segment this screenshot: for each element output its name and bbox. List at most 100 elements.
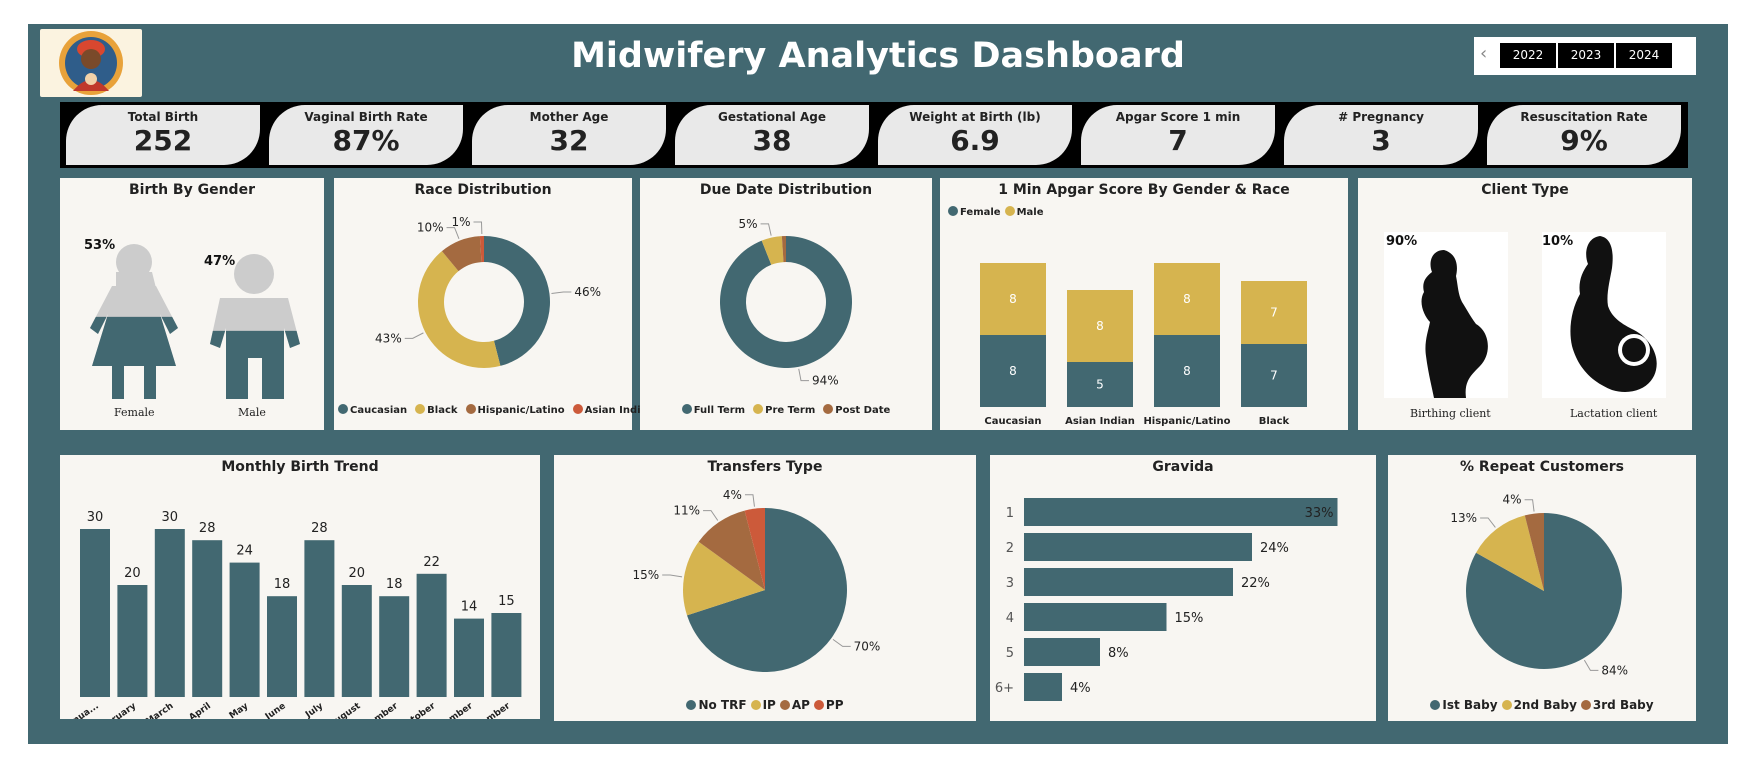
x-tick-label: Hispanic/Latino xyxy=(1143,416,1230,427)
panel-apgar-by-gender-race: 1 Min Apgar Score By Gender & Race Femal… xyxy=(940,178,1348,430)
female-figure xyxy=(90,244,178,399)
slice-pre-term xyxy=(761,236,784,265)
panel-title: Gravida xyxy=(1152,459,1214,475)
legend-label: No TRF xyxy=(698,698,747,712)
leader-line xyxy=(404,332,424,339)
monthly-bar-chart: 30 Janua... 20 February 30 March 28 April 24 May 1… xyxy=(63,510,522,719)
panel-title: Monthly Birth Trend xyxy=(221,459,379,475)
slice-black xyxy=(417,251,501,368)
legend-item-2nd-baby: 2nd Baby xyxy=(1501,698,1577,712)
slice-pp xyxy=(744,508,765,590)
bar-value-label: 24% xyxy=(1260,541,1289,556)
y-tick-label: 2 xyxy=(1006,541,1014,556)
bar-value-label: 28 xyxy=(311,521,328,536)
kpi-label: Resuscitation Rate xyxy=(1520,110,1648,124)
kpi-value: 6.9 xyxy=(950,124,1000,157)
panel-title: 1 Min Apgar Score By Gender & Race xyxy=(998,182,1290,198)
legend-item-asian-indian: Asian Indian xyxy=(572,404,654,416)
bar-value-label: 28 xyxy=(199,521,216,536)
lactation-client-label: Lactation client xyxy=(1570,407,1658,420)
bar-value-label: 7 xyxy=(1270,306,1278,320)
x-tick-label: July xyxy=(303,701,325,719)
bar-march xyxy=(154,529,185,697)
kpi-pregnancy: # Pregnancy 3 xyxy=(1284,105,1478,165)
kpi-vaginal-birth-rate: Vaginal Birth Rate 87% xyxy=(269,105,463,165)
apgar-stacked-bar-chart: 8 8 Caucasian 5 8 Asian Indian 8 8 Hispanic/Lati… xyxy=(980,263,1307,427)
y-tick-label: 3 xyxy=(1006,576,1014,591)
repeat-customers-legend: Ist Baby 2nd Baby 3rd Baby xyxy=(1388,698,1696,712)
panel-monthly-birth-trend: Monthly Birth Trend 30 Janua... 20 February… xyxy=(60,455,540,719)
panel-repeat-customers: % Repeat Customers 84% 13% 4% Ist Baby 2nd … xyxy=(1388,455,1696,721)
female-pct: 53% xyxy=(84,238,116,253)
leader-line xyxy=(760,223,772,236)
kpi-value: 87% xyxy=(332,124,400,157)
birthing-client-image xyxy=(1384,232,1508,398)
kpi-value: 7 xyxy=(1168,124,1188,157)
x-tick-label: Janua... xyxy=(63,701,101,719)
leader-line xyxy=(662,574,683,578)
x-tick-label: Asian Indian xyxy=(1065,416,1135,427)
data-label: 84% xyxy=(1601,663,1628,677)
leader-line xyxy=(446,227,460,239)
legend-item-no-trf: No TRF xyxy=(686,698,747,712)
panel-title: % Repeat Customers xyxy=(1460,459,1624,475)
dashboard-title: Midwifery Analytics Dashboard xyxy=(571,36,1185,76)
data-label: 1% xyxy=(451,215,470,229)
legend-label: Post Date xyxy=(835,405,891,416)
bar-value-label: 20 xyxy=(124,566,141,581)
bar-september xyxy=(379,596,410,697)
y-tick-label: 1 xyxy=(1006,506,1014,521)
male-figure xyxy=(210,254,300,399)
bar-female xyxy=(980,335,1046,407)
slice-caucasian xyxy=(484,236,550,366)
year-button-2022[interactable]: 2022 xyxy=(1500,43,1556,68)
kpi-value: 32 xyxy=(549,124,589,157)
female-label: Female xyxy=(114,406,155,419)
chevron-left-icon[interactable]: ‹ xyxy=(1480,43,1488,64)
bar-value-label: 18 xyxy=(274,577,291,592)
data-label: 43% xyxy=(375,331,402,345)
bar-value-label: 30 xyxy=(87,510,104,525)
panel-title: Due Date Distribution xyxy=(699,182,873,198)
slice-hispanic-latino xyxy=(441,236,482,272)
panel-race-distribution: Race Distribution 46% 43% 10% 1% Caucasian B… xyxy=(334,178,654,430)
y-tick-label: 4 xyxy=(1006,611,1014,626)
y-tick-label: 6+ xyxy=(995,681,1014,696)
bar-value-label: 8 xyxy=(1183,292,1191,306)
legend-item-black: Black xyxy=(415,404,458,416)
legend-item-female: Female xyxy=(948,206,1001,218)
data-label: 11% xyxy=(673,504,700,518)
kpi-label: Apgar Score 1 min xyxy=(1115,110,1241,124)
kpi-label: Vaginal Birth Rate xyxy=(304,110,428,124)
kpi-resuscitation-rate: Resuscitation Rate 9% xyxy=(1487,105,1681,165)
bar-female xyxy=(1067,362,1133,407)
bar-male xyxy=(1154,263,1220,335)
legend-item-3rd-baby: 3rd Baby xyxy=(1580,698,1654,712)
kpi-total-birth: Total Birth 252 xyxy=(66,105,260,165)
year-button-2023[interactable]: 2023 xyxy=(1558,43,1614,68)
birthing-client-pct: 90% xyxy=(1386,234,1418,249)
x-tick-label: August xyxy=(327,701,363,719)
bar-janua- xyxy=(80,529,110,697)
race-donut-chart: 46% 43% 10% 1% xyxy=(375,215,601,368)
slice-ap xyxy=(698,510,765,590)
panel-transfers-type: Transfers Type 70% 15% 11% 4% No TRF IP AP PP xyxy=(554,455,976,721)
year-button-2024[interactable]: 2024 xyxy=(1616,43,1672,68)
kpi-label: Total Birth xyxy=(127,110,199,124)
slice-post-date xyxy=(781,236,786,263)
data-label: 10% xyxy=(417,221,444,235)
legend-label: 2nd Baby xyxy=(1513,698,1577,712)
bar-october xyxy=(416,573,447,697)
bar-value-label: 7 xyxy=(1270,369,1278,383)
bar-value-label: 22% xyxy=(1241,576,1270,591)
bar-gravida-1 xyxy=(1024,498,1338,526)
lactation-client-pct: 10% xyxy=(1542,234,1574,249)
leader-line xyxy=(744,494,755,507)
kpi-value: 3 xyxy=(1371,124,1391,157)
kpi-value: 252 xyxy=(133,124,193,157)
transfers-legend: No TRF IP AP PP xyxy=(554,698,976,712)
bar-female xyxy=(1241,344,1307,407)
panel-title: Client Type xyxy=(1481,182,1569,198)
leader-line xyxy=(1583,659,1599,671)
legend-label: Pre Term xyxy=(765,405,816,416)
